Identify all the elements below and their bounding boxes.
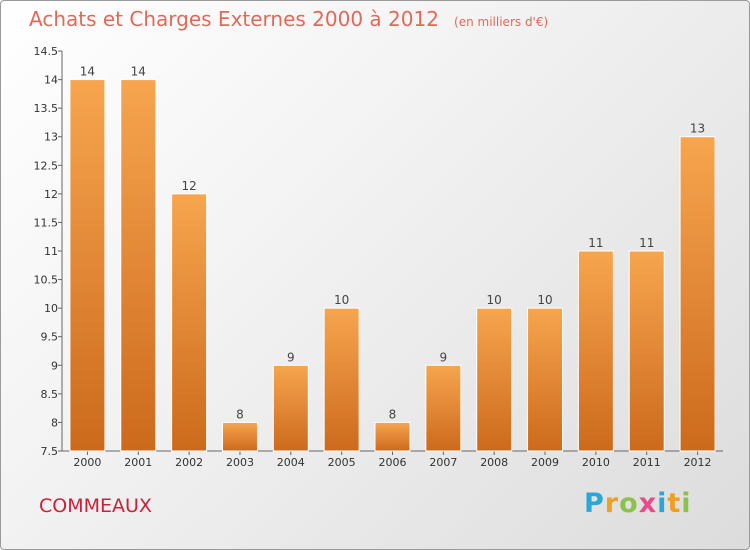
value-labels: 14 14 12 8 9 10 8 9 10 10 11 11 13 — [80, 65, 705, 422]
bar — [221, 421, 258, 452]
logo-letter: r — [604, 488, 620, 519]
bar — [628, 250, 665, 452]
logo-letter: o — [619, 488, 639, 519]
x-tick-label: 2012 — [684, 456, 712, 469]
x-tick-label: 2005 — [328, 456, 356, 469]
x-tick-label: 2006 — [379, 456, 407, 469]
y-tick-label: 10.5 — [34, 274, 59, 287]
bar — [476, 307, 513, 452]
bar-value-label: 10 — [487, 293, 502, 307]
axes: 7.5 8 8.5 9 9.5 10 10.5 11 11.5 12 12.5 13 13.5 14 14.… — [34, 45, 723, 469]
chart-unit: (en milliers d'€) — [454, 15, 549, 29]
x-tick-label: 2002 — [175, 456, 203, 469]
y-tick-label: 8.5 — [41, 388, 59, 401]
y-tick-label: 14 — [44, 74, 58, 87]
x-tick-label: 2011 — [633, 456, 661, 469]
chart-title-row: Achats et Charges Externes 2000 à 2012 (… — [29, 7, 548, 31]
y-tick-label: 13 — [44, 131, 58, 144]
y-tick-label: 12.5 — [34, 159, 59, 172]
bar-value-label: 14 — [80, 65, 95, 79]
y-tick-label: 7.5 — [41, 445, 59, 458]
bars — [69, 79, 716, 452]
logo-letter: i — [657, 488, 668, 519]
bar — [374, 421, 411, 452]
x-tick-label: 2001 — [124, 456, 152, 469]
x-tick-label: 2004 — [277, 456, 305, 469]
bar — [679, 136, 716, 452]
bar-value-label: 9 — [440, 350, 448, 364]
bar — [577, 250, 614, 452]
bar — [171, 193, 208, 452]
x-tick-label: 2000 — [73, 456, 101, 469]
bar-value-label: 8 — [389, 407, 397, 421]
bar — [323, 307, 360, 452]
bar-value-label: 12 — [181, 179, 196, 193]
bar — [425, 364, 462, 452]
bar-value-label: 11 — [588, 236, 603, 250]
bar-value-label: 10 — [334, 293, 349, 307]
y-tick-label: 9.5 — [41, 331, 59, 344]
x-tick-label: 2008 — [480, 456, 508, 469]
y-tick-label: 11.5 — [34, 216, 59, 229]
bar-value-label: 13 — [690, 122, 705, 136]
y-tick-label: 12 — [44, 188, 58, 201]
bar-value-label: 10 — [537, 293, 552, 307]
bar — [69, 79, 106, 452]
y-tick-label: 10 — [44, 302, 58, 315]
y-tick-label: 13.5 — [34, 102, 59, 115]
bar-value-label: 11 — [639, 236, 654, 250]
x-tick-label: 2009 — [531, 456, 559, 469]
bar-value-label: 8 — [236, 407, 244, 421]
x-tick-label: 2007 — [429, 456, 457, 469]
bar — [120, 79, 157, 452]
logo-letter: x — [638, 488, 658, 519]
y-tick-label: 8 — [51, 416, 58, 429]
x-tick-label: 2003 — [226, 456, 254, 469]
bar-value-label: 14 — [131, 65, 146, 79]
y-tick-label: 14.5 — [34, 45, 59, 58]
logo-letter: P — [584, 488, 605, 519]
logo-letter: i — [681, 488, 692, 519]
y-tick-label: 9 — [51, 359, 58, 372]
logo-letter: t — [667, 488, 682, 519]
bar — [272, 364, 309, 452]
proxiti-logo[interactable]: Proxiti — [584, 488, 692, 519]
bar-value-label: 9 — [287, 350, 295, 364]
commune-name: COMMEAUX — [39, 495, 152, 517]
chart-title: Achats et Charges Externes 2000 à 2012 — [29, 7, 439, 31]
bar — [527, 307, 564, 452]
x-tick-label: 2010 — [582, 456, 610, 469]
y-tick-label: 11 — [44, 245, 58, 258]
